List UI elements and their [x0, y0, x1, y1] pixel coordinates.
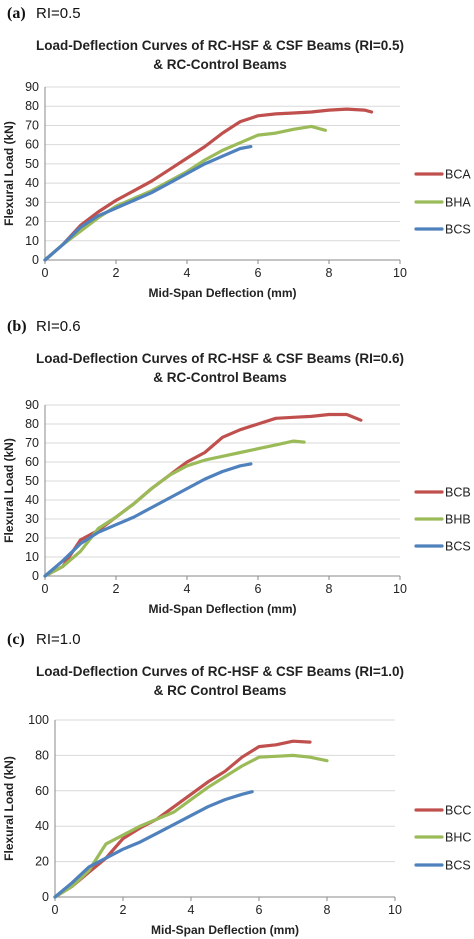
x-tick-label: 2 [113, 266, 120, 280]
chart-title-line: Load-Deflection Curves of RC-HSF & CSF B… [36, 351, 404, 366]
y-tick-label: 90 [25, 80, 39, 94]
y-tick-label: 80 [35, 748, 49, 762]
y-tick-label: 20 [25, 215, 39, 229]
x-tick-label: 10 [393, 582, 407, 596]
x-tick-label: 4 [188, 903, 195, 917]
y-tick-label: 0 [32, 253, 39, 267]
panel-label: (b) [7, 318, 27, 335]
x-tick-label: 8 [326, 582, 333, 596]
y-tick-label: 60 [25, 455, 39, 469]
panel-label: (c) [7, 631, 25, 648]
chart-a: (a) RI=0.5 Load-Deflection Curves of RC-HS… [2, 5, 471, 300]
y-tick-label: 40 [35, 819, 49, 833]
x-tick-label: 10 [393, 266, 407, 280]
series-line-bcb [43, 412, 363, 578]
y-tick-label: 70 [25, 436, 39, 450]
chart-title-line: Load-Deflection Curves of RC-HSF & CSF B… [36, 664, 404, 679]
y-tick-label: 90 [25, 398, 39, 412]
series-line-bcs [43, 145, 253, 262]
y-tick-label: 50 [25, 157, 39, 171]
y-axis-label: Flexural Load (kN) [2, 756, 16, 861]
legend-label-bha: BHA [445, 196, 471, 210]
panel-ri-label: RI=0.6 [36, 318, 81, 335]
y-tick-label: 80 [25, 417, 39, 431]
x-tick-label: 2 [120, 903, 127, 917]
y-tick-label: 0 [42, 890, 49, 904]
x-tick-label: 10 [388, 903, 402, 917]
x-tick-label: 4 [184, 266, 191, 280]
y-tick-label: 60 [35, 784, 49, 798]
chart-title-line: Load-Deflection Curves of RC-HSF & CSF B… [36, 38, 404, 53]
series-line-bha [43, 124, 327, 262]
y-tick-label: 0 [32, 569, 39, 583]
x-tick-label: 0 [52, 903, 59, 917]
legend-label-bcs: BCS [445, 223, 471, 237]
y-tick-label: 30 [25, 512, 39, 526]
y-tick-label: 60 [25, 138, 39, 152]
y-tick-label: 10 [25, 550, 39, 564]
legend-label-bcs: BCS [445, 859, 471, 873]
chart-panel-c: (c) RI=1.0 Load-Deflection Curves of RC-HS… [0, 626, 474, 939]
panel-label: (a) [7, 5, 26, 22]
series-line-bca [43, 107, 374, 262]
x-axis-label: Mid-Span Deflection (mm) [151, 923, 299, 937]
series-line-bhb [43, 439, 306, 578]
chart-title-line: & RC Control Beams [154, 683, 287, 698]
series-line-bhc [53, 753, 329, 899]
panel-ri-label: RI=1.0 [36, 631, 81, 648]
x-axis-label: Mid-Span Deflection (mm) [148, 602, 296, 616]
chart-c: (c) RI=1.0 Load-Deflection Curves of RC-HS… [2, 631, 471, 937]
legend-label-bcb: BCB [445, 486, 471, 500]
legend-label-bhc: BHC [445, 831, 471, 845]
legend-label-bcs: BCS [445, 540, 471, 554]
y-tick-label: 40 [25, 176, 39, 190]
series-line-bcc [53, 739, 312, 899]
series-line-bcs [53, 790, 254, 899]
x-tick-label: 4 [184, 582, 191, 596]
y-tick-label: 80 [25, 99, 39, 113]
chart-panel-b: (b) RI=0.6 Load-Deflection Curves of RC-HS… [0, 313, 474, 626]
x-tick-label: 8 [324, 903, 331, 917]
x-tick-label: 6 [256, 903, 263, 917]
y-tick-label: 20 [35, 855, 49, 869]
y-axis-label: Flexural Load (kN) [2, 438, 16, 543]
series-line-bcs [43, 462, 253, 578]
x-tick-label: 2 [113, 582, 120, 596]
panel-ri-label: RI=0.5 [36, 5, 81, 22]
y-tick-label: 70 [25, 118, 39, 132]
x-axis-label: Mid-Span Deflection (mm) [148, 286, 296, 300]
y-tick-label: 50 [25, 474, 39, 488]
y-tick-label: 100 [28, 713, 49, 727]
legend-label-bhb: BHB [445, 513, 471, 527]
legend-label-bcc: BCC [445, 804, 471, 818]
chart-title-line: & RC-Control Beams [153, 57, 287, 72]
chart-panel-a: (a) RI=0.5 Load-Deflection Curves of RC-HS… [0, 0, 474, 313]
y-axis-label: Flexural Load (kN) [2, 121, 16, 226]
x-tick-label: 6 [255, 582, 262, 596]
y-tick-label: 10 [25, 234, 39, 248]
y-tick-label: 40 [25, 493, 39, 507]
x-tick-label: 0 [42, 582, 49, 596]
legend-label-bca: BCA [445, 168, 471, 182]
y-tick-label: 20 [25, 531, 39, 545]
chart-title-line: & RC-Control Beams [153, 370, 287, 385]
chart-b: (b) RI=0.6 Load-Deflection Curves of RC-HS… [2, 318, 471, 616]
x-tick-label: 0 [42, 266, 49, 280]
x-tick-label: 8 [326, 266, 333, 280]
y-tick-label: 30 [25, 195, 39, 209]
x-tick-label: 6 [255, 266, 262, 280]
